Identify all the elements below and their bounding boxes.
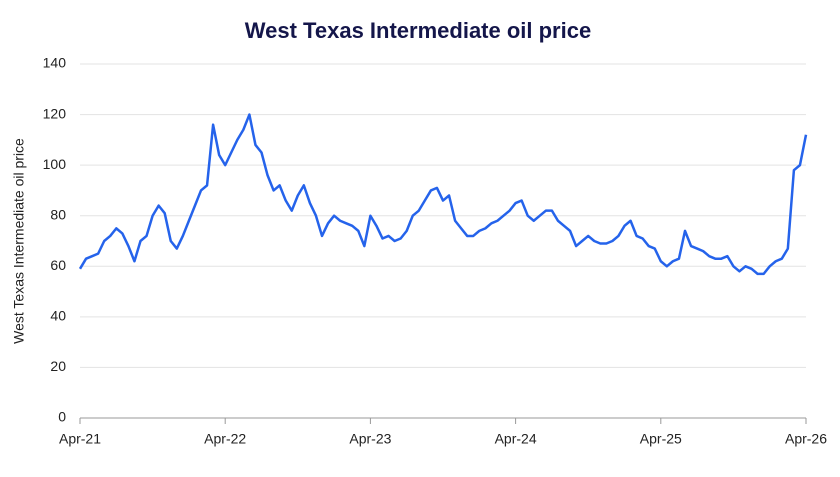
chart-title: West Texas Intermediate oil price: [245, 18, 591, 43]
y-tick-label: 20: [50, 358, 66, 374]
y-tick-label: 120: [43, 105, 67, 121]
x-tick-label: Apr-22: [204, 431, 246, 447]
x-tick-label: Apr-25: [640, 431, 682, 447]
y-tick-label: 80: [50, 206, 66, 222]
y-tick-label: 0: [58, 409, 66, 425]
x-tick-label: Apr-23: [349, 431, 391, 447]
x-tick-label: Apr-26: [785, 431, 827, 447]
y-tick-label: 100: [43, 156, 67, 172]
price-line: [78, 113, 808, 276]
x-tick-label: Apr-21: [59, 431, 101, 447]
y-axis-label: West Texas Intermediate oil price: [11, 138, 27, 344]
y-tick-label: 140: [43, 55, 67, 71]
y-tick-label: 40: [50, 308, 66, 324]
x-tick-label: Apr-24: [495, 431, 537, 447]
y-tick-label: 60: [50, 257, 66, 273]
